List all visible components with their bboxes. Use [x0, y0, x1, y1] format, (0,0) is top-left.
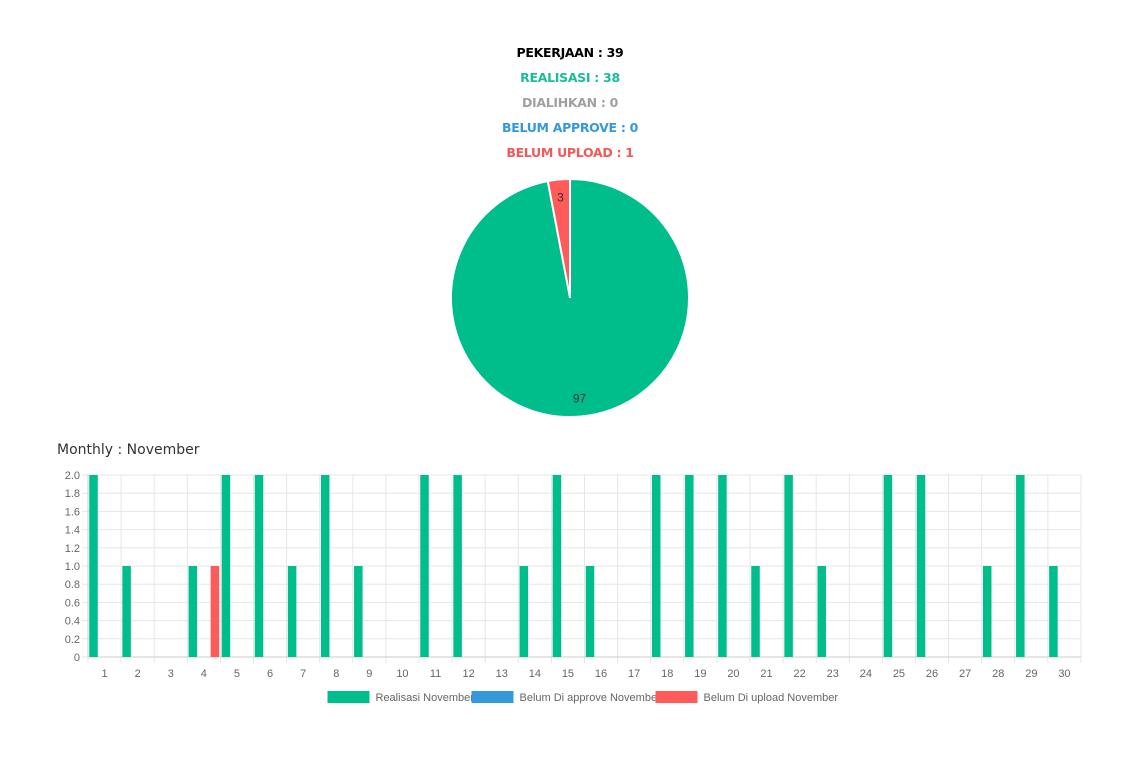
bar: [883, 475, 893, 657]
y-tick-label: 2.0: [65, 470, 80, 482]
stat-realisasi: REALISASI : 38: [520, 70, 620, 85]
x-tick-label: 21: [760, 668, 772, 680]
y-tick-label: 0.4: [65, 616, 80, 628]
bar: [210, 566, 220, 657]
x-tick-label: 15: [562, 668, 574, 680]
x-tick-label: 18: [661, 668, 673, 680]
legend-label: Belum Di upload November: [704, 692, 839, 704]
bar: [420, 475, 429, 657]
x-tick-label: 24: [860, 668, 872, 680]
bar-chart: 00.20.40.60.81.01.21.41.61.82.01 2 3 4 5 6 7 8 9…: [65, 470, 1082, 704]
x-tick-label: 22: [794, 668, 806, 680]
legend-swatch: [655, 691, 698, 703]
x-tick-label: 2: [135, 668, 141, 680]
pie-slice-label: 97: [573, 392, 587, 406]
x-tick-label: 19: [694, 668, 706, 680]
x-tick-label: 30: [1058, 668, 1070, 680]
bar: [651, 475, 661, 657]
bar: [221, 475, 231, 657]
bar: [585, 566, 595, 657]
summary-stats: PEKERJAAN : 39 REALISASI : 38 DIALIHKAN …: [0, 44, 1140, 169]
bar: [453, 475, 462, 657]
x-tick-label: 26: [926, 668, 938, 680]
bar: [982, 566, 992, 657]
y-tick-label: 1.8: [65, 488, 80, 500]
x-tick-label: 11: [430, 668, 441, 680]
pie-slice: [450, 177, 690, 418]
bar: [354, 566, 363, 657]
bar: [1016, 475, 1025, 657]
bar: [685, 475, 694, 657]
legend-label: Belum Di approve November: [520, 692, 662, 704]
y-tick-label: 1.4: [65, 525, 80, 537]
y-tick-label: 0.6: [65, 597, 80, 609]
x-tick-label: 8: [333, 668, 339, 680]
pie-chart: 3 97: [450, 177, 690, 418]
x-tick-label: 6: [267, 668, 273, 680]
bar: [817, 566, 826, 657]
bar: [89, 475, 98, 657]
x-tick-label: 17: [628, 668, 640, 680]
monthly-title: Monthly : November: [57, 442, 200, 458]
x-tick-label: 10: [396, 668, 408, 680]
x-tick-label: 5: [234, 668, 240, 680]
bar: [916, 475, 926, 657]
x-tick-label: 28: [992, 668, 1004, 680]
bar: [784, 475, 793, 657]
bar: [320, 475, 330, 657]
x-tick-label: 3: [168, 668, 174, 680]
y-tick-label: 0: [74, 652, 80, 664]
bar: [519, 566, 529, 657]
x-tick-label: 25: [893, 668, 905, 680]
x-tick-label: 20: [727, 668, 739, 680]
stat-belum-upload: BELUM UPLOAD : 1: [506, 145, 634, 160]
bar: [254, 475, 264, 657]
x-tick-label: 13: [496, 668, 508, 680]
x-tick-label: 29: [1025, 668, 1037, 680]
x-tick-label: 9: [366, 668, 372, 680]
x-tick-label: 27: [959, 668, 971, 680]
legend-swatch: [471, 691, 514, 703]
x-tick-label: 14: [529, 668, 541, 680]
x-tick-label: 12: [463, 668, 475, 680]
x-tick-label: 7: [300, 668, 306, 680]
y-tick-label: 1.2: [65, 543, 80, 555]
x-tick-label: 16: [595, 668, 607, 680]
stat-pekerjaan: PEKERJAAN : 39: [516, 45, 624, 60]
bar: [751, 566, 760, 657]
bar: [287, 566, 297, 657]
x-tick-label: 1: [101, 668, 107, 680]
stat-belum-approve: BELUM APPROVE : 0: [502, 120, 638, 135]
bar: [122, 566, 131, 657]
bar: [718, 475, 727, 657]
legend-swatch: [327, 691, 370, 703]
stat-dialihkan: DIALIHKAN : 0: [521, 95, 619, 110]
y-tick-label: 0.8: [65, 579, 80, 591]
bar: [1049, 566, 1058, 657]
bar: [188, 566, 198, 657]
y-tick-label: 1.0: [65, 561, 80, 573]
y-tick-label: 0.2: [65, 634, 80, 646]
x-tick-label: 4: [201, 668, 207, 680]
pie-slice-label: 3: [557, 190, 564, 204]
bar: [552, 475, 562, 657]
x-tick-label: 23: [827, 668, 839, 680]
y-tick-label: 1.6: [65, 506, 80, 518]
legend-label: Realisasi November: [376, 692, 475, 704]
